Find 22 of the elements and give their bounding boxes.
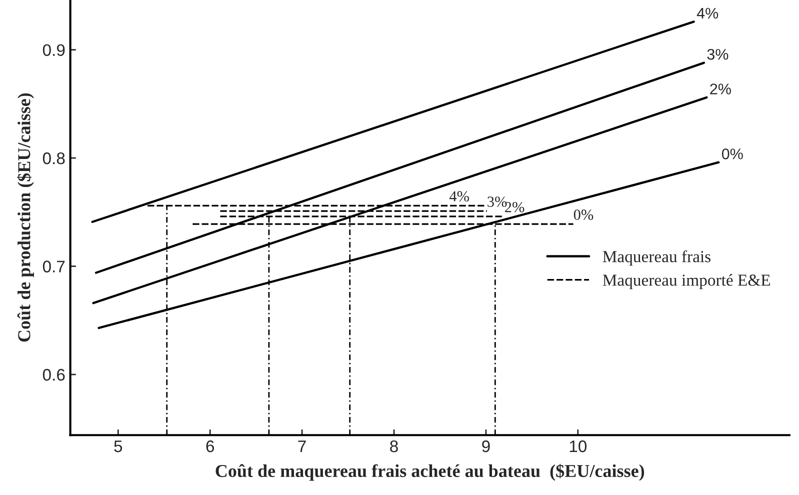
annotation: 0%	[574, 210, 594, 220]
annotation: 3%	[488, 196, 507, 207]
x-tick-label: 8	[390, 440, 398, 452]
series-label: 0%	[722, 148, 743, 160]
x-tick-label: 7	[298, 440, 306, 452]
y-tick-label: 0.6	[42, 368, 65, 381]
series-label: 2%	[710, 84, 731, 94]
series-label: 3%	[707, 48, 728, 60]
x-tick-label: 9	[482, 440, 490, 452]
x-tick-label: 6	[206, 440, 214, 452]
y-axis-title: Coût de production ($EU/caisse)	[17, 93, 34, 342]
y-tick-label: 0.7	[42, 260, 65, 272]
y-tick-label: 0.8	[42, 152, 65, 164]
x-tick-label: 5	[114, 440, 122, 452]
series-label: 4%	[696, 8, 718, 19]
annotation: Maquereau importé E&E	[602, 274, 770, 290]
annotation: 2%	[505, 202, 524, 212]
annotation: Maquereau frais	[602, 250, 710, 266]
annotation: 4%	[449, 191, 470, 202]
y-tick-label: 0.9	[42, 44, 65, 56]
x-tick-label: 10	[570, 440, 587, 452]
x-axis-title: Coût de maquereau frais acheté au bateau ($EU/caisse)	[216, 464, 644, 481]
